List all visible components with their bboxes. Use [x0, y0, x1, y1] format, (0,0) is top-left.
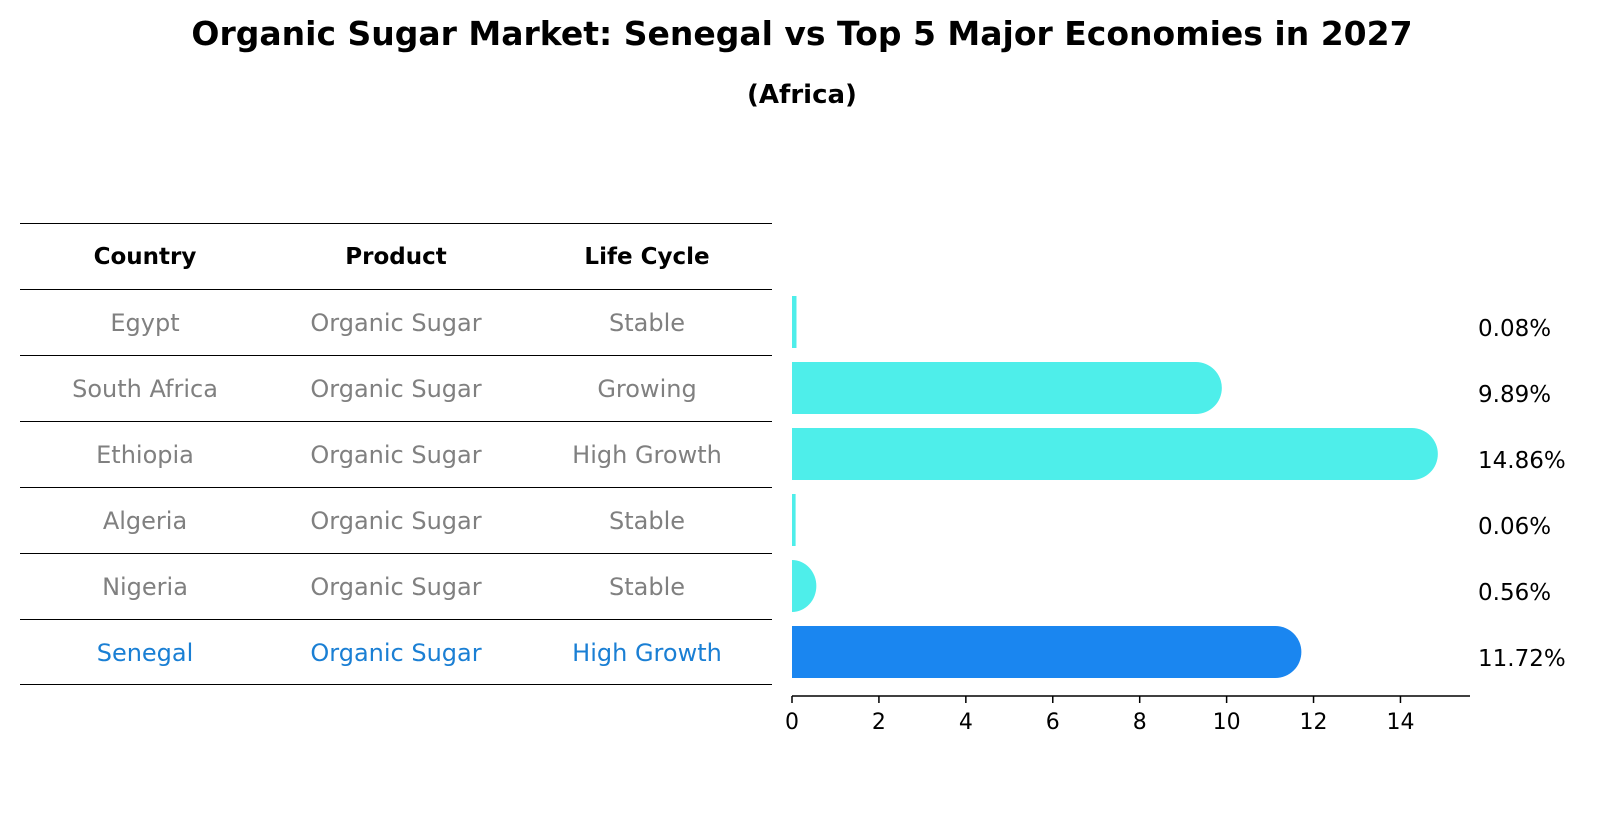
bar-shape — [792, 626, 1302, 678]
cell-product: Organic Sugar — [310, 507, 482, 535]
x-tick-label: 0 — [785, 710, 799, 735]
cell-life-cycle: Stable — [608, 507, 686, 535]
cell-product: Organic Sugar — [310, 639, 482, 667]
cell-product: Organic Sugar — [310, 375, 482, 403]
x-tick-label: 10 — [1213, 710, 1241, 735]
value-label: 11.72% — [1478, 646, 1566, 672]
bar-nigeria — [792, 560, 817, 612]
bar-ethiopia — [792, 428, 1438, 480]
cell-country: Ethiopia — [96, 441, 194, 469]
table-row-highlight: Senegal Organic Sugar High Growth — [20, 619, 772, 685]
cell-country: South Africa — [72, 375, 218, 403]
market-table: Country Product Life Cycle Egypt Organic… — [20, 223, 772, 685]
cell-life-cycle: High Growth — [572, 441, 722, 469]
bar-shape — [792, 362, 1222, 414]
header-country: Country — [93, 244, 197, 270]
x-tick-label: 8 — [1133, 710, 1147, 735]
cell-life-cycle: High Growth — [572, 639, 722, 667]
table-row: Ethiopia Organic Sugar High Growth — [20, 421, 772, 487]
cell-country: Algeria — [102, 507, 188, 535]
x-tick-label: 2 — [872, 710, 886, 735]
x-tick-label: 4 — [959, 710, 973, 735]
bar-south-africa — [792, 362, 1222, 414]
chart-subtitle: (Africa) — [747, 80, 857, 110]
value-label: 0.06% — [1478, 514, 1551, 540]
value-label: 0.08% — [1478, 316, 1551, 342]
value-label: 9.89% — [1478, 382, 1551, 408]
cell-country: Senegal — [96, 639, 194, 667]
cell-life-cycle: Growing — [597, 375, 697, 403]
bar-shape — [792, 494, 796, 546]
cell-life-cycle: Stable — [608, 309, 686, 337]
table-header-row: Country Product Life Cycle — [20, 223, 772, 289]
cell-product: Organic Sugar — [310, 309, 482, 337]
cell-country: Nigeria — [102, 573, 188, 601]
table-row: Egypt Organic Sugar Stable — [20, 289, 772, 355]
bar-egypt — [792, 296, 797, 348]
x-tick-label: 14 — [1386, 710, 1414, 735]
chart-title: Organic Sugar Market: Senegal vs Top 5 M… — [191, 14, 1413, 53]
bar-shape — [792, 560, 817, 612]
header-life-cycle: Life Cycle — [584, 244, 710, 270]
table-row: Nigeria Organic Sugar Stable — [20, 553, 772, 619]
value-label: 14.86% — [1478, 448, 1566, 474]
header-product: Product — [345, 244, 447, 270]
cell-life-cycle: Stable — [608, 573, 686, 601]
bar-senegal — [792, 626, 1302, 678]
bar-shape — [792, 296, 797, 348]
bar-algeria — [792, 494, 796, 546]
value-label: 0.56% — [1478, 580, 1551, 606]
x-tick-label: 12 — [1300, 710, 1328, 735]
x-tick-label: 6 — [1046, 710, 1060, 735]
cell-country: Egypt — [110, 309, 180, 337]
table-row: Algeria Organic Sugar Stable — [20, 487, 772, 553]
cell-product: Organic Sugar — [310, 441, 482, 469]
table-row: South Africa Organic Sugar Growing — [20, 355, 772, 421]
bar-shape — [792, 428, 1438, 480]
cell-product: Organic Sugar — [310, 573, 482, 601]
